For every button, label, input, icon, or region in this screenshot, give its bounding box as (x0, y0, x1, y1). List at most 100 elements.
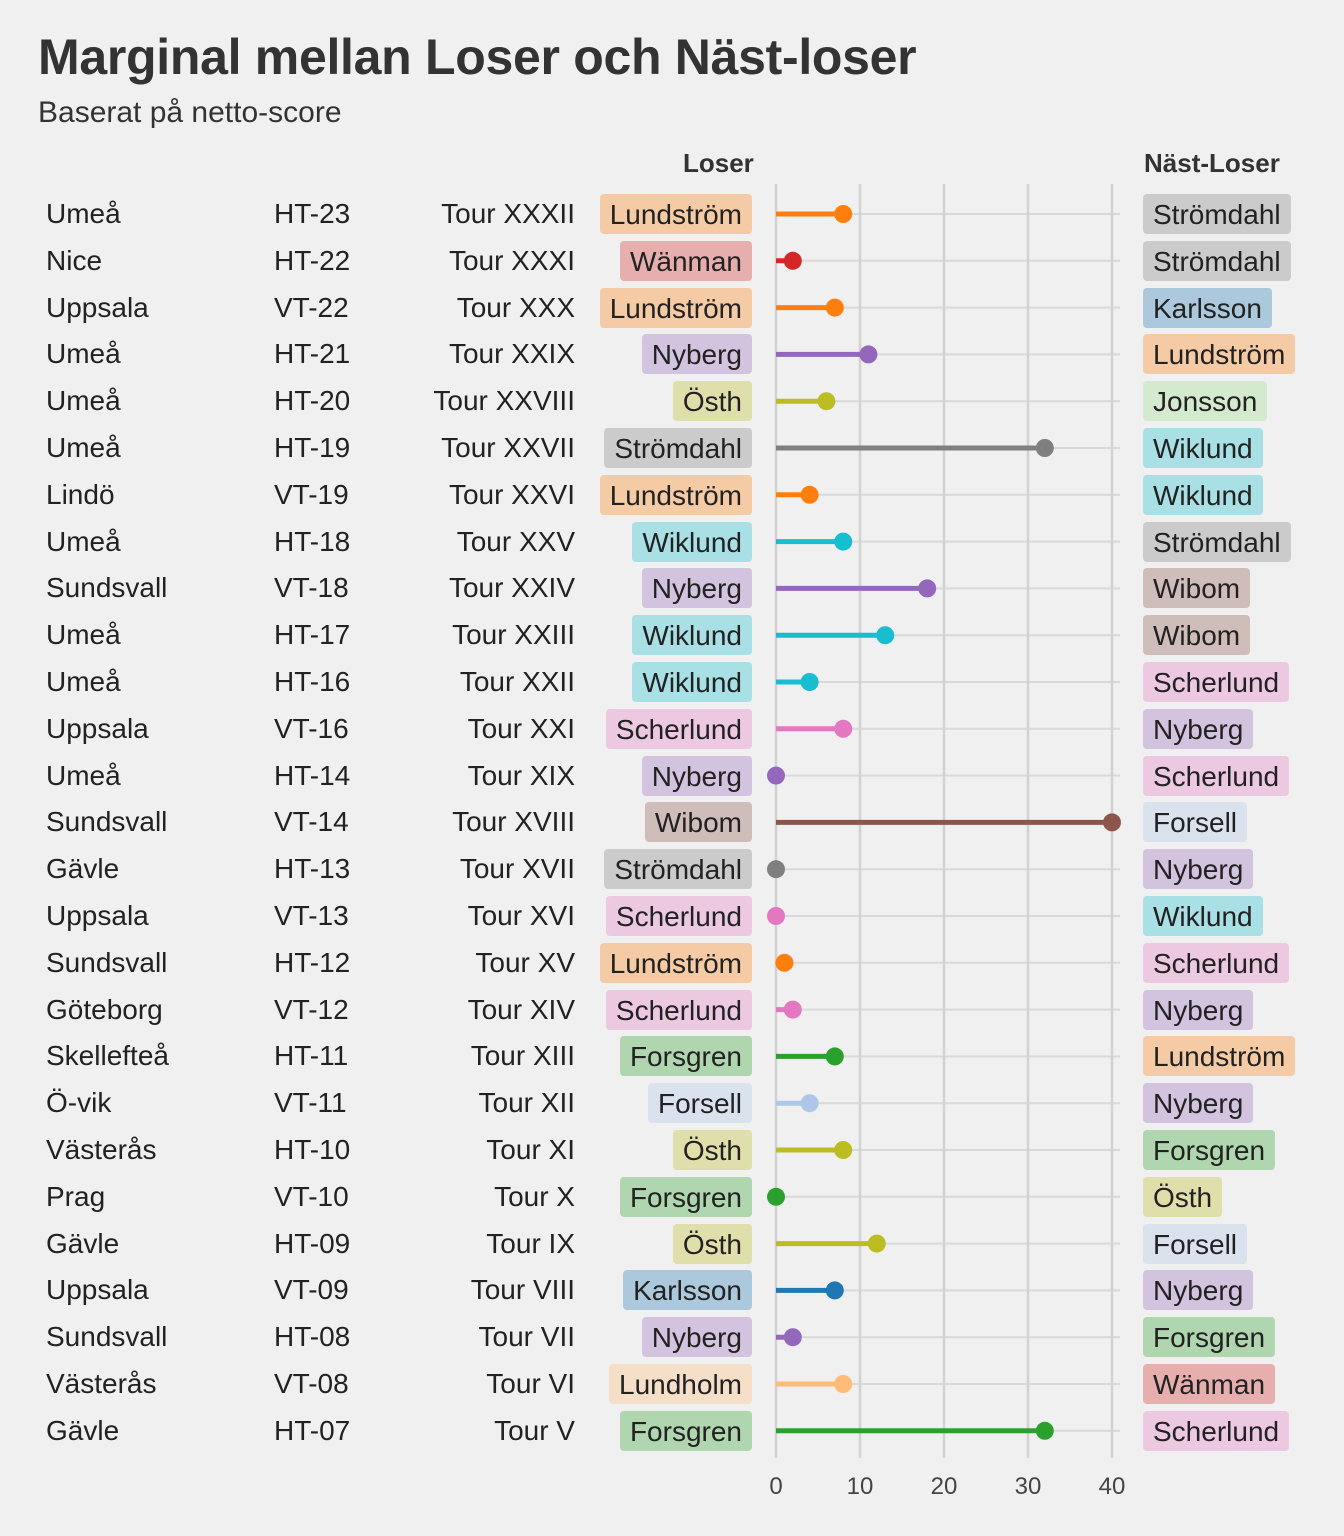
next-loser-label: Forsgren (1143, 1130, 1276, 1170)
next-loser-label: Nyberg (1143, 1083, 1254, 1124)
season-label: HT-22 (274, 244, 351, 276)
season-label: HT-09 (274, 1227, 351, 1259)
table-row: Västerås VT-08 Tour VI Lundholm Wänman (0, 1361, 1344, 1407)
lollipop-dot (783, 251, 802, 270)
city-label: Nice (46, 244, 103, 276)
city-label: Uppsala (46, 900, 149, 931)
season-label: HT-16 (274, 666, 351, 697)
lollipop-dot (825, 1047, 844, 1066)
loser-label: Östh (672, 1130, 752, 1170)
city-label: Skellefteå (46, 1040, 169, 1072)
city-label: Göteborg (46, 993, 163, 1025)
x-tick-label: 30 (1015, 1473, 1042, 1500)
lollipop-dot (783, 1000, 802, 1019)
loser-label: Wiklund (632, 615, 752, 656)
table-row: Uppsala VT-09 Tour VIII Karlsson Nyberg (0, 1267, 1344, 1313)
table-row: Umeå HT-16 Tour XXII Wiklund Scherlund (0, 659, 1344, 705)
x-tick-label: 0 (769, 1473, 782, 1500)
season-label: VT-16 (274, 712, 349, 744)
table-row: Umeå HT-18 Tour XXV Wiklund Strömdahl (0, 519, 1344, 565)
table-row: Umeå HT-23 Tour XXXII Lundström Strömdahl (0, 191, 1344, 237)
city-label: Gävle (46, 853, 120, 885)
tour-label: Tour XXVI (448, 478, 575, 510)
next-loser-label: Wiklund (1143, 428, 1263, 468)
city-label: Uppsala (46, 712, 149, 744)
loser-label: Forsgren (619, 1176, 752, 1217)
table-row: Gävle HT-13 Tour XVII Strömdahl Nyberg (0, 846, 1344, 892)
chart-title: Marginal mellan Loser och Näst-loser (38, 29, 917, 85)
season-label: VT-13 (274, 900, 349, 931)
lollipop-dot (800, 1094, 819, 1113)
lollipop-dot (817, 392, 836, 411)
city-label: Gävle (46, 1414, 120, 1446)
loser-label: Östh (672, 381, 752, 422)
city-label: Prag (46, 1180, 106, 1212)
table-row: Sundsvall VT-18 Tour XXIV Nyberg Wibom (0, 565, 1344, 611)
next-loser-label: Forsell (1143, 1223, 1248, 1264)
loser-label: Wibom (644, 802, 752, 843)
lollipop-dot (767, 766, 785, 785)
next-loser-label: Karlsson (1143, 287, 1272, 328)
tour-label: Tour XXII (459, 666, 575, 697)
tour-label: Tour XXIX (448, 338, 575, 370)
season-label: HT-20 (274, 385, 351, 417)
season-label: VT-19 (274, 478, 349, 510)
loser-label: Wänman (619, 240, 752, 281)
city-label: Sundsvall (46, 946, 168, 978)
loser-label: Lundström (599, 287, 752, 328)
city-label: Sundsvall (46, 1321, 168, 1353)
next-loser-label: Scherlund (1143, 662, 1290, 702)
next-loser-label: Wibom (1143, 615, 1251, 656)
city-label: Umeå (46, 759, 121, 791)
next-loser-label: Jonsson (1143, 381, 1268, 422)
loser-label: Strömdahl (604, 849, 752, 890)
next-loser-label: Scherlund (1143, 1410, 1290, 1451)
loser-label: Lundström (599, 942, 752, 983)
table-row: Nice HT-22 Tour XXXI Wänman Strömdahl (0, 238, 1344, 284)
tour-label: Tour XVI (467, 900, 575, 931)
loser-label: Nyberg (641, 334, 752, 375)
table-row: Gävle HT-09 Tour IX Östh Forsell (0, 1221, 1344, 1267)
tour-label: Tour XXIV (448, 572, 575, 604)
lollipop-dot (834, 1141, 853, 1159)
tour-label: Tour VIII (470, 1274, 575, 1306)
city-label: Sundsvall (46, 572, 168, 604)
season-label: HT-21 (274, 338, 351, 370)
next-loser-label: Östh (1143, 1176, 1223, 1217)
season-label: VT-08 (274, 1368, 349, 1399)
table-row: Uppsala VT-13 Tour XVI Scherlund Wiklund (0, 893, 1344, 939)
season-label: VT-14 (274, 806, 349, 838)
table-row: Sundsvall HT-08 Tour VII Nyberg Forsgren (0, 1314, 1344, 1360)
season-label: HT-13 (274, 853, 351, 885)
next-loser-label: Forsgren (1143, 1317, 1276, 1358)
tour-label: Tour XXX (456, 291, 575, 323)
season-label: VT-09 (274, 1274, 349, 1306)
tour-label: Tour XVIII (452, 806, 575, 838)
lollipop-dot (834, 532, 853, 551)
city-label: Umeå (46, 385, 121, 417)
loser-label: Nyberg (641, 1317, 752, 1358)
season-label: HT-17 (274, 619, 351, 651)
season-label: HT-11 (274, 1040, 349, 1072)
next-loser-label: Nyberg (1143, 849, 1254, 890)
lollipop-dot (775, 953, 794, 972)
table-row: Sundsvall HT-12 Tour XV Lundström Scherlund (0, 940, 1344, 986)
loser-label: Lundström (599, 474, 752, 515)
lollipop-dot (1103, 813, 1121, 832)
chart-subtitle: Baserat på netto-score (38, 96, 342, 129)
loser-label: Nyberg (641, 568, 752, 609)
season-label: VT-12 (274, 993, 349, 1025)
tour-label: Tour XXXII (441, 198, 575, 229)
season-label: HT-23 (274, 198, 351, 229)
season-label: VT-18 (274, 572, 349, 604)
tour-label: Tour XV (475, 946, 575, 978)
tour-label: Tour XIII (470, 1040, 575, 1072)
table-row: Ö-vik VT-11 Tour XII Forsell Nyberg (0, 1080, 1344, 1126)
season-label: HT-12 (274, 946, 351, 978)
next-loser-label: Nyberg (1143, 1270, 1254, 1311)
season-label: HT-10 (274, 1134, 351, 1165)
tour-label: Tour XXVII (441, 432, 575, 463)
table-row: Umeå HT-20 Tour XXVIII Östh Jonsson (0, 378, 1344, 424)
x-tick-label: 40 (1099, 1473, 1126, 1500)
table-row: Skellefteå HT-11 Tour XIII Forsgren Lundströ… (0, 1033, 1344, 1079)
